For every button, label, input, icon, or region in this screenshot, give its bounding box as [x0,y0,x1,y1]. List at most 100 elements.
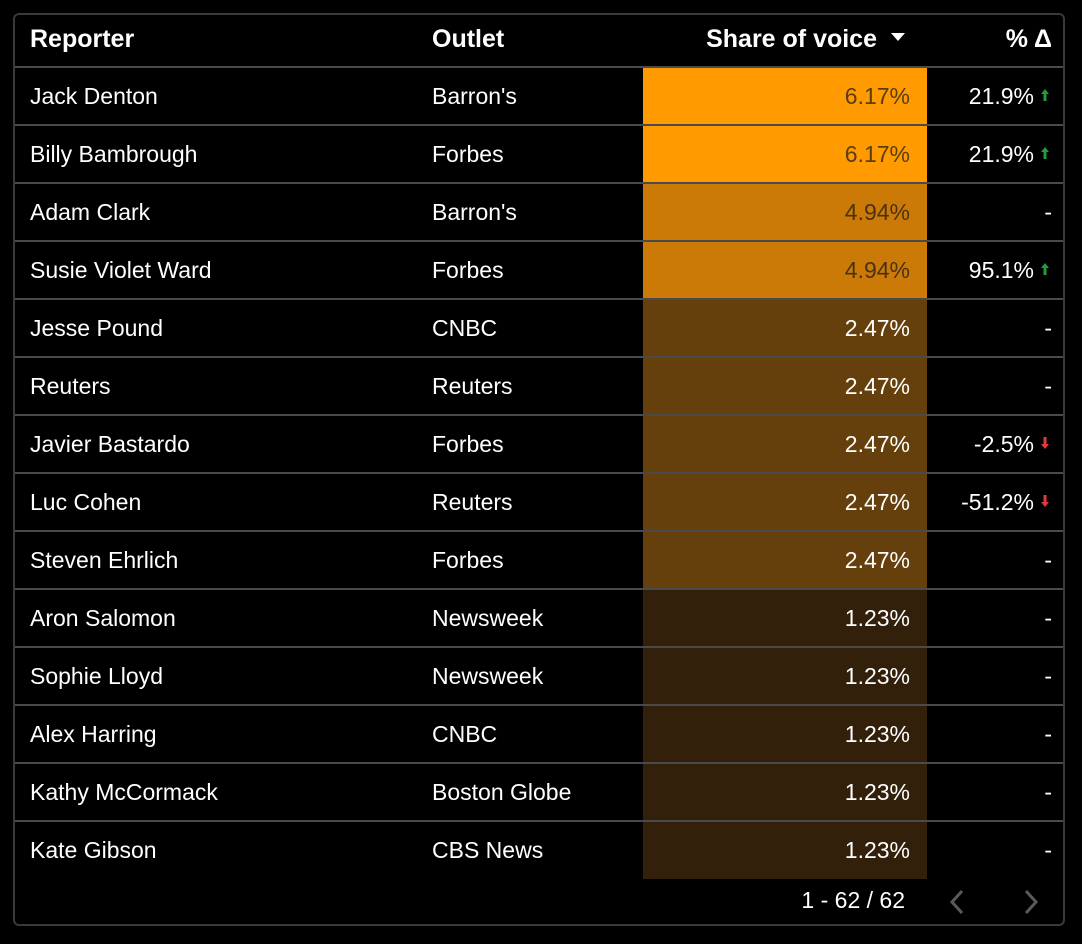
percent-change-value: 21.9% [968,140,1034,167]
column-header-outlet[interactable]: Outlet [432,25,505,53]
reporter-cell: Adam Clark [30,198,151,225]
share-of-voice-cell: 1.23% [643,589,927,647]
table-row[interactable]: Jesse Pound CNBC 2.47% - [15,299,1063,357]
percent-change-cell: - [927,821,1063,879]
table-row[interactable]: Sophie Lloyd Newsweek 1.23% - [15,647,1063,705]
table-row[interactable]: Adam Clark Barron's 4.94% - [15,183,1063,241]
reporter-cell: Steven Ehrlich [30,546,179,573]
percent-change-cell: - [927,705,1063,763]
trend-down-arrow-icon [1041,437,1049,450]
share-of-voice-cell: 2.47% [643,299,927,357]
percent-change-cell: - [927,183,1063,241]
percent-change-value: 21.9% [968,82,1034,109]
table-row[interactable]: Susie Violet Ward Forbes 4.94% 95.1% [15,241,1063,299]
reporters-table-panel: Reporter Outlet Share of voice % Δ Jack … [13,13,1065,926]
reporter-cell: Kate Gibson [30,837,157,863]
outlet-cell: CNBC [432,314,498,341]
column-header-share-of-voice[interactable]: Share of voice [643,15,927,67]
outlet-cell: Reuters [432,372,513,399]
percent-change-value: - [1044,314,1052,341]
percent-change-cell: - [927,357,1063,415]
table-row[interactable]: Reuters Reuters 2.47% - [15,357,1063,415]
percent-change-cell: - [927,589,1063,647]
table-row[interactable]: Kathy McCormack Boston Globe 1.23% - [15,763,1063,821]
reporter-cell: Susie Violet Ward [30,256,212,283]
table-row[interactable]: Aron Salomon Newsweek 1.23% - [15,589,1063,647]
reporter-cell: Alex Harring [30,720,157,747]
share-of-voice-cell: 2.47% [643,415,927,473]
percent-change-value: - [1044,198,1052,225]
table-header-row: Reporter Outlet Share of voice % Δ [15,15,1063,67]
share-of-voice-cell: 6.17% [643,67,927,125]
reporter-cell: Reuters [30,372,111,399]
share-of-voice-cell: 2.47% [643,473,927,531]
share-of-voice-cell: 1.23% [643,763,927,821]
percent-change-value: - [1044,778,1052,805]
percent-change-cell: - [927,299,1063,357]
outlet-cell: Newsweek [432,604,544,631]
outlet-cell: Forbes [432,256,504,283]
column-header-reporter[interactable]: Reporter [30,25,135,53]
outlet-cell: Forbes [432,546,504,573]
reporter-cell: Jack Denton [30,82,158,109]
percent-change-value: - [1044,720,1052,747]
percent-change-value: 95.1% [968,256,1034,283]
trend-up-arrow-icon [1041,263,1049,276]
outlet-cell: CNBC [432,720,498,747]
chevron-right-icon [1024,889,1039,915]
outlet-cell: Barron's [432,198,517,225]
reporter-cell: Javier Bastardo [30,430,190,457]
trend-down-arrow-icon [1041,495,1049,508]
percent-change-cell: - [927,763,1063,821]
share-of-voice-cell: 4.94% [643,183,927,241]
percent-change-cell: 21.9% [927,67,1063,125]
percent-change-cell: 95.1% [927,241,1063,299]
share-of-voice-cell: 2.47% [643,531,927,589]
share-of-voice-cell: 1.23% [643,821,927,879]
outlet-cell: Forbes [432,430,504,457]
reporter-cell: Kathy McCormack [30,778,218,805]
table-row[interactable]: Jack Denton Barron's 6.17% 21.9% [15,67,1063,125]
percent-change-value: - [1044,546,1052,573]
table-row[interactable]: Kate Gibson CBS News 1.23% - [15,821,1063,879]
percent-change-cell: - [927,531,1063,589]
percent-change-value: -51.2% [961,488,1034,515]
outlet-cell: Reuters [432,488,513,515]
percent-change-value: - [1044,372,1052,399]
table-row[interactable]: Steven Ehrlich Forbes 2.47% - [15,531,1063,589]
percent-change-value: -2.5% [973,430,1034,457]
table-row[interactable]: Luc Cohen Reuters 2.47% -51.2% [15,473,1063,531]
outlet-cell: Barron's [432,82,517,109]
percent-change-value: - [1044,837,1052,863]
previous-page-button[interactable] [943,887,973,917]
table-row[interactable]: Alex Harring CNBC 1.23% - [15,705,1063,763]
trend-up-arrow-icon [1041,147,1049,160]
pagination-footer: 1 - 62 / 62 [15,883,1063,924]
percent-change-value: - [1044,604,1052,631]
percent-change-value: - [1044,662,1052,689]
next-page-button[interactable] [1015,887,1045,917]
column-header-share-label: Share of voice [706,25,877,53]
reporter-cell: Sophie Lloyd [30,662,163,689]
sort-descending-icon[interactable] [891,33,905,42]
share-of-voice-cell: 2.47% [643,357,927,415]
share-of-voice-cell: 4.94% [643,241,927,299]
outlet-cell: Boston Globe [432,778,572,805]
outlet-cell: Newsweek [432,662,544,689]
percent-change-cell: -51.2% [927,473,1063,531]
percent-change-cell: 21.9% [927,125,1063,183]
share-of-voice-cell: 1.23% [643,705,927,763]
trend-up-arrow-icon [1041,89,1049,102]
table-row[interactable]: Javier Bastardo Forbes 2.47% -2.5% [15,415,1063,473]
reporter-cell: Jesse Pound [30,314,163,341]
reporter-cell: Luc Cohen [30,488,142,515]
column-header-percent-change[interactable]: % Δ [1005,25,1052,53]
percent-change-cell: -2.5% [927,415,1063,473]
pagination-label: 1 - 62 / 62 [801,887,905,913]
share-of-voice-cell: 6.17% [643,125,927,183]
chevron-left-icon [949,889,964,915]
reporters-table: Reporter Outlet Share of voice % Δ Jack … [15,15,1063,879]
outlet-cell: CBS News [432,837,544,863]
reporter-cell: Billy Bambrough [30,140,198,167]
table-row[interactable]: Billy Bambrough Forbes 6.17% 21.9% [15,125,1063,183]
